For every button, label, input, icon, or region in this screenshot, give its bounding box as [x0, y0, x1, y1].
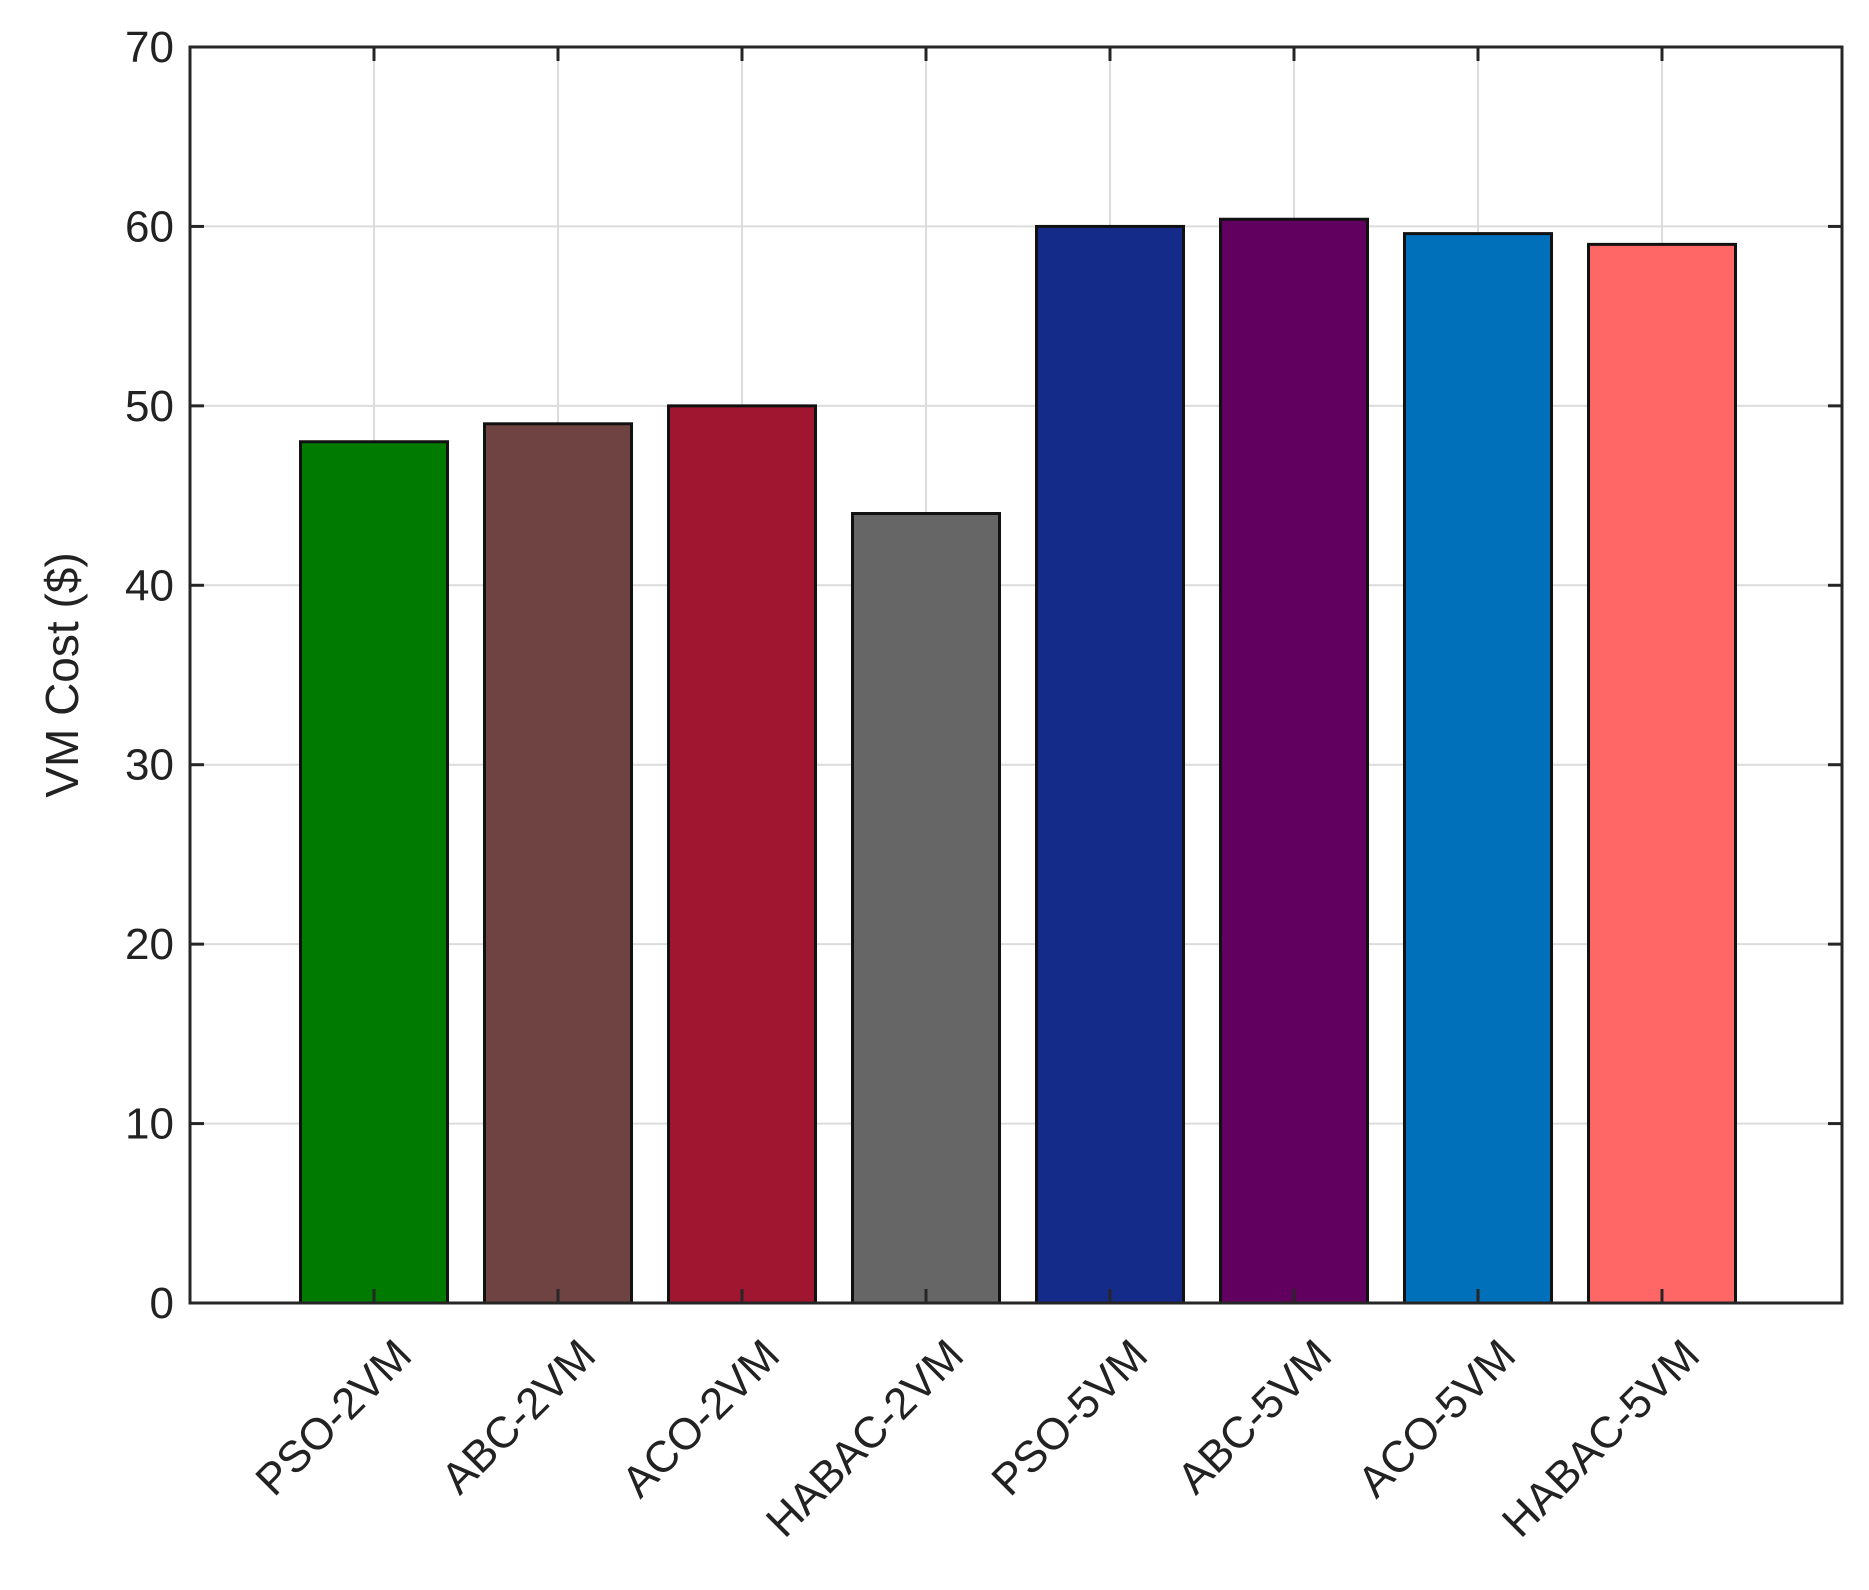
- y-tick-label: 60: [125, 202, 174, 251]
- y-tick-label: 50: [125, 382, 174, 431]
- bar-habac-5vm: [1587, 242, 1737, 1305]
- bar-pso-5vm: [1035, 224, 1185, 1305]
- x-tick-label: HABAC-5VM: [1493, 1330, 1709, 1546]
- bar-abc-2vm: [483, 422, 633, 1305]
- bar-aco-2vm: [667, 404, 817, 1305]
- y-tick-label: 70: [125, 23, 174, 72]
- x-tick-label: PSO-5VM: [982, 1330, 1157, 1505]
- x-tick-label: ABC-2VM: [432, 1330, 605, 1503]
- y-tick-label: 20: [125, 920, 174, 969]
- y-tick-label: 40: [125, 561, 174, 610]
- x-tick-label: ACO-5VM: [1349, 1330, 1525, 1506]
- axis-ticks: [190, 45, 1842, 1305]
- bar-pso-2vm: [299, 440, 449, 1305]
- x-tick-label: ABC-5VM: [1168, 1330, 1341, 1503]
- bar-aco-5vm: [1403, 232, 1553, 1305]
- plot-frame: [188, 45, 1844, 1305]
- bars: [299, 217, 1737, 1305]
- y-axis-label: VM Cost ($): [36, 552, 88, 797]
- y-axis-tick-labels: 0 10 20 30 40 50 60 70: [125, 23, 174, 1328]
- bar-habac-2vm: [851, 512, 1001, 1305]
- bar-abc-5vm: [1219, 217, 1369, 1305]
- x-tick-label: PSO-2VM: [246, 1330, 421, 1505]
- x-tick-label: ACO-2VM: [613, 1330, 789, 1506]
- y-tick-label: 0: [150, 1279, 174, 1328]
- y-tick-label: 10: [125, 1100, 174, 1149]
- x-tick-label: HABAC-2VM: [757, 1330, 973, 1546]
- y-tick-label: 30: [125, 741, 174, 790]
